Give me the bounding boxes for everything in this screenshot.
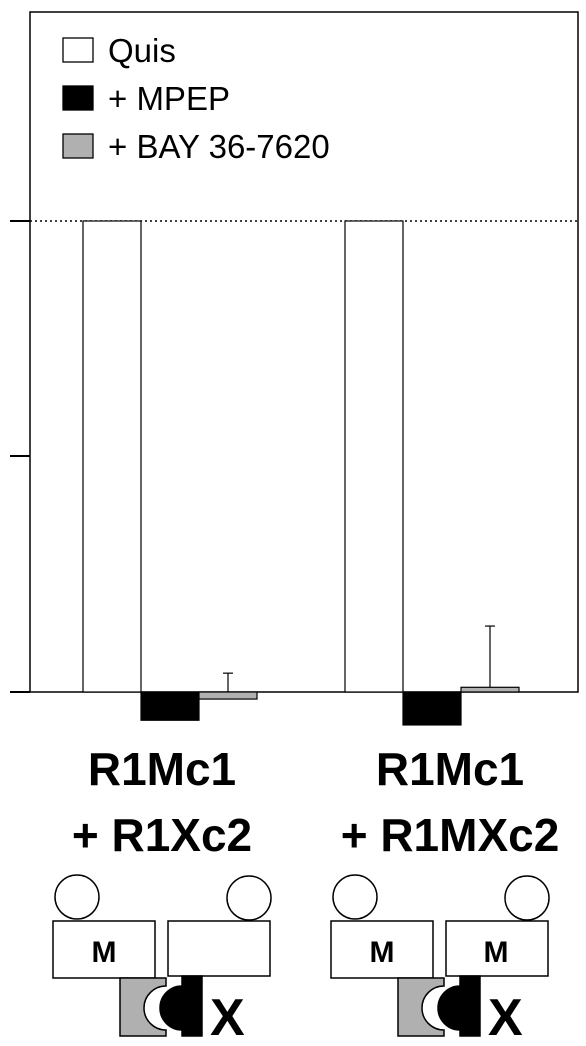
c-tail-gray [397, 977, 445, 1037]
head-circle-left [54, 874, 100, 920]
bar-1-3 [198, 691, 258, 700]
domain-label-right: M [484, 936, 509, 969]
legend-label-2: + MPEP [108, 80, 230, 117]
schematic-2: M MX [330, 874, 550, 1046]
bar-1-1 [82, 220, 142, 693]
schematic-1: MX [52, 874, 272, 1046]
head-circle-right [226, 875, 272, 921]
domain-box-right [167, 920, 271, 977]
c-tail-black [159, 975, 203, 1037]
bar-2-2 [402, 691, 462, 726]
x-category-labels: R1Mc1 + R1Xc2 R1Mc1 + R1MXc2 [72, 743, 559, 861]
domain-label-left: M [370, 936, 395, 969]
domain-box-right [445, 920, 549, 977]
legend-swatch-1 [62, 37, 94, 63]
legend-label-3: + BAY 36-7620 [108, 128, 330, 165]
legend-swatch-2 [62, 85, 94, 111]
c-tail-black [437, 975, 481, 1037]
legend: Quis + MPEP + BAY 36-7620 [62, 32, 330, 165]
domain-box-left [330, 920, 434, 979]
bar-2-3 [460, 686, 520, 693]
tail-label-right: X [488, 989, 523, 1046]
category-label-2-line-1: R1Mc1 [376, 743, 524, 795]
c-tail-gray [119, 977, 167, 1037]
legend-swatch-3 [62, 133, 94, 159]
category-label-2-line-2: + R1MXc2 [341, 809, 560, 861]
domain-label-left: M [92, 936, 117, 969]
category-label-1-line-2: + R1Xc2 [72, 809, 252, 861]
bar-2-1 [344, 220, 404, 693]
domain-box-left [52, 920, 156, 979]
head-circle-right [504, 875, 550, 921]
legend-label-1: Quis [108, 32, 176, 69]
category-label-1-line-1: R1Mc1 [88, 743, 236, 795]
receptor-schematics: MXM MX [52, 874, 550, 1046]
tail-label-right: X [210, 989, 245, 1046]
bar-1-2 [140, 691, 200, 721]
plot-frame [29, 11, 579, 693]
head-circle-left [332, 874, 378, 920]
chart-marks [30, 220, 578, 726]
